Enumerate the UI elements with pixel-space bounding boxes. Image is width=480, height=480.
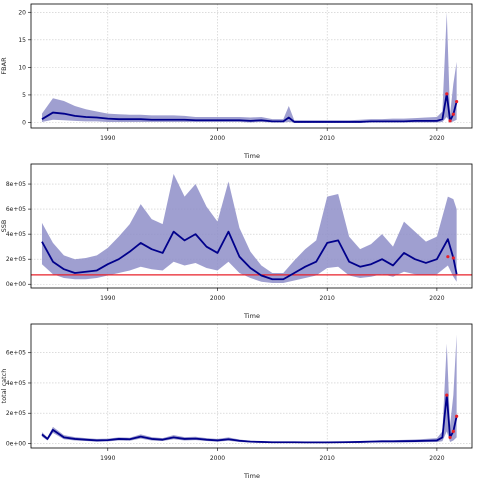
- fbar-y-tick-label: 15: [18, 37, 26, 44]
- fbar-y-axis-title: FBAR: [0, 57, 8, 75]
- ssb-marker-point: [446, 255, 450, 259]
- fbar-x-axis-title: Time: [243, 152, 260, 160]
- fbar-y-tick-label: 5: [22, 92, 26, 99]
- ssb-x-tick-label: 1990: [100, 295, 115, 302]
- catch-median-path: [41, 394, 458, 444]
- ssb-markers: [446, 255, 455, 260]
- fbar-ticks: 1990 2000 2010 2020 0 5 10 15 20: [18, 9, 444, 142]
- fbar-marker-point: [448, 119, 452, 123]
- ssb-x-tick-label: 2000: [210, 295, 225, 302]
- ssb-marker-point: [451, 256, 455, 260]
- catch-x-tick-label: 2010: [320, 455, 335, 462]
- ssb-y-axis-title: SSB: [0, 220, 8, 233]
- catch-y-tick-label: 0e+00: [6, 440, 26, 447]
- fbar-y-tick-label: 10: [18, 64, 26, 71]
- catch-grid: [31, 324, 472, 448]
- ssb-ticks: 1990 2000 2010 2020 0e+00 2e+05 4e+05 6e+05 8e+0…: [6, 181, 445, 302]
- ssb-interval-band: [41, 174, 457, 283]
- catch-ticks: 1990 2000 2010 2020 0e+00 2e+05 4e+05 6e+05: [6, 350, 445, 462]
- ssb-plot-frame: [30, 163, 473, 289]
- catch-x-axis-title: Time: [243, 472, 260, 480]
- fbar-y-tick-label: 0: [22, 119, 26, 126]
- fbar-median-path: [41, 92, 458, 123]
- ssb-y-tick-label: 8e+05: [6, 181, 26, 188]
- panel-fbar: 1990 2000 2010 2020 0 5 10 15 20 Time FBAR: [0, 3, 473, 160]
- ssb-y-tick-label: 6e+05: [6, 206, 26, 213]
- ssb-x-axis-title: Time: [243, 312, 260, 320]
- fbar-x-tick-label: 2010: [320, 135, 335, 142]
- catch-x-tick-label: 1990: [100, 455, 115, 462]
- catch-marker-point: [451, 429, 455, 433]
- fbar-markers: [445, 92, 459, 123]
- fbar-marker-point: [455, 99, 459, 104]
- catch-x-tick-label: 2020: [429, 455, 444, 462]
- catch-plot-frame: [30, 323, 473, 449]
- catch-marker-point: [448, 435, 452, 440]
- panel-ssb: 1990 2000 2010 2020 0e+00 2e+05 4e+05 6e+05 8e+0…: [0, 163, 473, 320]
- ssb-interval-ribbon: [41, 174, 457, 283]
- catch-marker-point: [455, 414, 459, 418]
- fbar-y-tick-label: 20: [18, 9, 26, 16]
- catch-markers: [445, 393, 459, 440]
- fbar-x-tick-label: 2020: [429, 135, 444, 142]
- fbar-x-tick-label: 1990: [100, 135, 115, 142]
- ssb-y-tick-label: 0e+00: [6, 281, 26, 288]
- catch-y-tick-label: 4e+05: [6, 380, 26, 387]
- ssb-y-tick-label: 2e+05: [6, 256, 26, 263]
- fbar-plot-frame: [30, 3, 473, 129]
- ssb-median-path: [41, 230, 458, 281]
- fbar-marker-point: [451, 112, 455, 116]
- panel-total-catch: 1990 2000 2010 2020 0e+00 2e+05 4e+05 6e+05 Tim…: [0, 323, 473, 480]
- fbar-grid: [31, 4, 472, 128]
- catch-y-axis-title: total catch: [0, 369, 8, 404]
- fbar-marker-point: [445, 92, 449, 96]
- fbar-median-line: [41, 92, 458, 123]
- ssb-median-line: [41, 230, 458, 281]
- catch-interval-ribbon: [41, 334, 457, 444]
- catch-marker-point: [445, 393, 449, 397]
- catch-x-tick-label: 2000: [210, 455, 225, 462]
- fbar-interval-ribbon: [41, 12, 457, 123]
- catch-y-tick-label: 2e+05: [6, 410, 26, 417]
- catch-interval-band: [41, 334, 457, 444]
- catch-median-line: [41, 394, 458, 444]
- fbar-interval-band: [41, 12, 457, 123]
- ssb-y-tick-label: 4e+05: [6, 231, 26, 238]
- ssb-x-tick-label: 2010: [320, 295, 335, 302]
- ssb-x-tick-label: 2020: [429, 295, 444, 302]
- catch-y-tick-label: 6e+05: [6, 350, 26, 357]
- fbar-x-tick-label: 2000: [210, 135, 225, 142]
